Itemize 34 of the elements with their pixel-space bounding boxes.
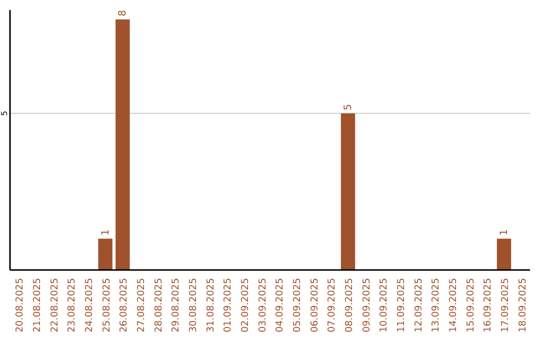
x-tick-label: 23.08.2025 — [66, 278, 78, 332]
x-tick-label: 13.09.2025 — [430, 278, 442, 332]
x-tick-label: 18.09.2025 — [517, 278, 528, 332]
x-tick-label: 29.08.2025 — [170, 278, 182, 332]
x-tick-label: 10.09.2025 — [378, 278, 390, 332]
x-tick-label: 04.09.2025 — [274, 278, 286, 332]
x-tick-label: 20.08.2025 — [14, 278, 26, 332]
data-label: 1 — [100, 229, 112, 236]
x-tick-label: 27.08.2025 — [136, 278, 147, 332]
data-label: 5 — [343, 104, 354, 110]
x-tick-label: 05.09.2025 — [292, 278, 303, 332]
x-tick-label: 24.08.2025 — [84, 278, 95, 332]
x-tick-label: 26.08.2025 — [118, 278, 130, 332]
x-tick-label: 03.09.2025 — [257, 278, 268, 332]
x-tick-label: 06.09.2025 — [309, 278, 320, 332]
x-tick-label: 25.08.2025 — [101, 278, 112, 332]
data-label: 8 — [118, 10, 129, 16]
x-tick-label: 07.09.2025 — [326, 278, 338, 332]
x-tick-label: 01.09.2025 — [222, 278, 234, 332]
x-tick-label: 09.09.2025 — [361, 278, 372, 332]
x-tick-label: 16.09.2025 — [482, 278, 494, 332]
x-tick-label: 15.09.2025 — [465, 278, 476, 332]
x-tick-label: 02.09.2025 — [240, 278, 251, 332]
x-tick-label: 22.08.2025 — [49, 278, 60, 332]
x-tick-label: 17.09.2025 — [500, 278, 511, 332]
x-tick-label: 11.09.2025 — [396, 278, 407, 332]
x-tick-label: 08.09.2025 — [344, 278, 355, 332]
x-tick-label: 21.08.2025 — [32, 278, 43, 332]
data-label: 1 — [499, 229, 510, 236]
x-tick-label: 28.08.2025 — [153, 278, 164, 332]
x-tick-label: 30.08.2025 — [188, 278, 199, 332]
x-tick-label: 12.09.2025 — [413, 278, 424, 332]
x-tick-label: 31.08.2025 — [205, 278, 216, 332]
x-tick-label: 14.09.2025 — [448, 278, 459, 332]
